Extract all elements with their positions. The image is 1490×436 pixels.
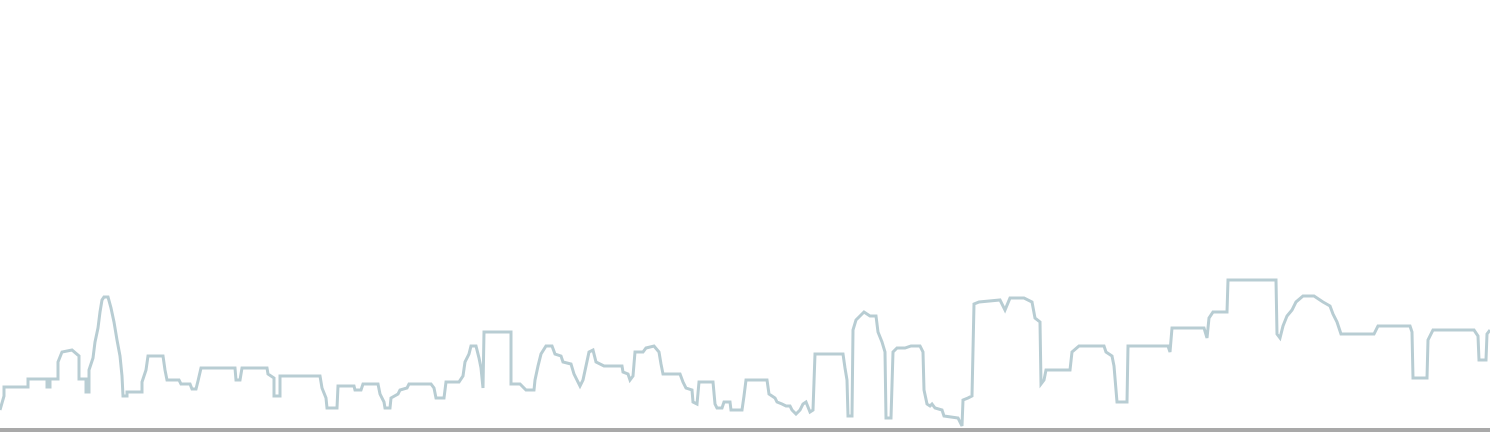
ground-line [0,428,1490,432]
skyline-outline-path [0,278,1490,427]
